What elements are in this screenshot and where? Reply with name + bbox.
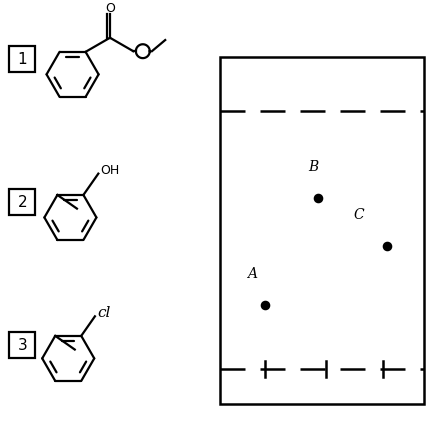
Point bbox=[384, 242, 391, 249]
Text: 3: 3 bbox=[18, 338, 27, 353]
Bar bbox=[9, 46, 35, 72]
Point bbox=[261, 301, 268, 308]
Bar bbox=[9, 189, 35, 215]
Text: OH: OH bbox=[100, 164, 120, 176]
Text: 2: 2 bbox=[18, 195, 27, 210]
Text: O: O bbox=[105, 2, 115, 15]
Bar bbox=[220, 57, 424, 404]
Point bbox=[314, 194, 321, 201]
Text: A: A bbox=[247, 267, 257, 281]
Text: C: C bbox=[354, 208, 364, 222]
Text: 1: 1 bbox=[18, 51, 27, 67]
Bar bbox=[9, 332, 35, 359]
Text: cl: cl bbox=[97, 306, 110, 320]
Text: B: B bbox=[308, 160, 319, 174]
